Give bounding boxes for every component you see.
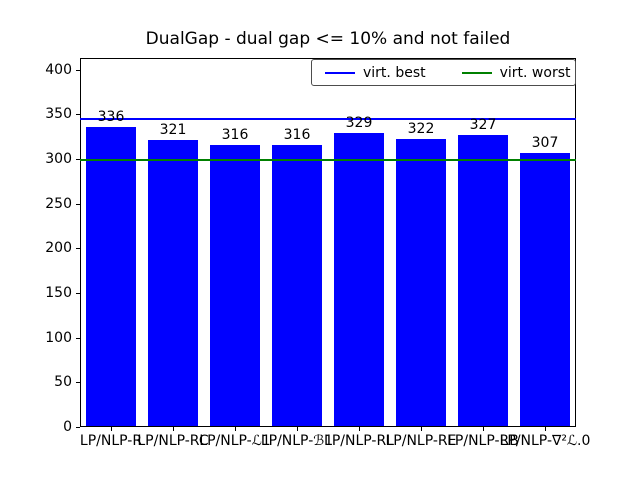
legend-label-virt-worst: virt. worst — [499, 64, 571, 81]
y-axis-tick-label: 50 — [54, 374, 72, 391]
legend-entry-virt-worst: virt. worst — [461, 64, 571, 81]
bar-value-label: 327 — [469, 116, 497, 133]
legend-label-virt-best: virt. best — [363, 64, 426, 81]
x-axis-tick-label: LP/NLP-RB — [447, 433, 519, 449]
virt-best-line — [80, 117, 576, 120]
virt-worst-line-swatch — [461, 71, 492, 74]
y-axis-tick — [76, 292, 80, 294]
bar-value-label: 336 — [97, 108, 125, 125]
x-axis-tick-label: LP/NLP-R — [79, 433, 143, 449]
y-axis-tick-label: 300 — [45, 150, 72, 167]
y-axis-tick — [76, 382, 80, 384]
x-axis-tick-label: LP/NLP-RC — [137, 433, 209, 449]
bar — [458, 134, 508, 426]
y-axis-tick — [76, 427, 80, 428]
y-axis-tick-label: 250 — [45, 195, 72, 212]
x-axis-tick — [111, 427, 112, 431]
x-axis-tick — [421, 427, 422, 431]
legend-entry-virt-best: virt. best — [325, 65, 426, 81]
y-axis-tick-label: 200 — [45, 240, 72, 257]
y-axis-tick-label: 100 — [45, 329, 72, 346]
x-axis-tick — [483, 427, 484, 431]
bar-value-label: 316 — [283, 126, 311, 143]
x-axis-tick-label: LP/NLP-RL — [324, 433, 394, 449]
bar — [148, 140, 198, 426]
y-axis-tick — [76, 69, 80, 71]
bar-value-label: 322 — [407, 121, 435, 138]
x-axis-tick-label: LP/NLP-∇²ℒ.0 — [499, 433, 591, 449]
bar — [396, 139, 446, 426]
y-axis-tick-label: 350 — [45, 106, 72, 123]
virt-best-line-swatch — [325, 71, 355, 74]
y-axis-tick — [76, 158, 80, 160]
y-axis-tick — [76, 114, 80, 116]
y-axis-tick — [76, 203, 80, 205]
x-axis-tick-label: LP/NLP-RE — [385, 433, 457, 449]
y-axis-tick-label: 150 — [45, 284, 72, 301]
x-axis-tick — [545, 427, 546, 431]
bar — [520, 152, 570, 426]
bar-value-label: 307 — [531, 134, 559, 151]
y-axis-tick — [76, 337, 80, 339]
virt-worst-line — [80, 158, 576, 161]
x-axis-tick — [235, 427, 236, 431]
x-axis-tick — [297, 427, 298, 431]
bar — [86, 126, 136, 426]
bar-value-label: 316 — [221, 126, 249, 143]
x-axis-tick — [359, 427, 360, 431]
bar — [334, 133, 384, 426]
y-axis-tick — [76, 248, 80, 250]
bar — [210, 144, 260, 426]
chart-title: DualGap - dual gap <= 10% and not failed — [145, 29, 511, 49]
bar-value-label: 329 — [345, 115, 373, 132]
legend: virt. best virt. worst — [311, 59, 576, 86]
x-axis-tick-label: LP/NLP-ℬ1 — [260, 433, 334, 449]
bar — [272, 144, 322, 426]
y-axis-tick-label: 0 — [63, 419, 72, 435]
x-axis-tick-label: LP/NLP-ℒ1 — [199, 433, 271, 449]
x-axis-tick — [173, 427, 174, 431]
y-axis-tick-label: 400 — [45, 61, 72, 78]
bar-value-label: 321 — [159, 122, 187, 139]
